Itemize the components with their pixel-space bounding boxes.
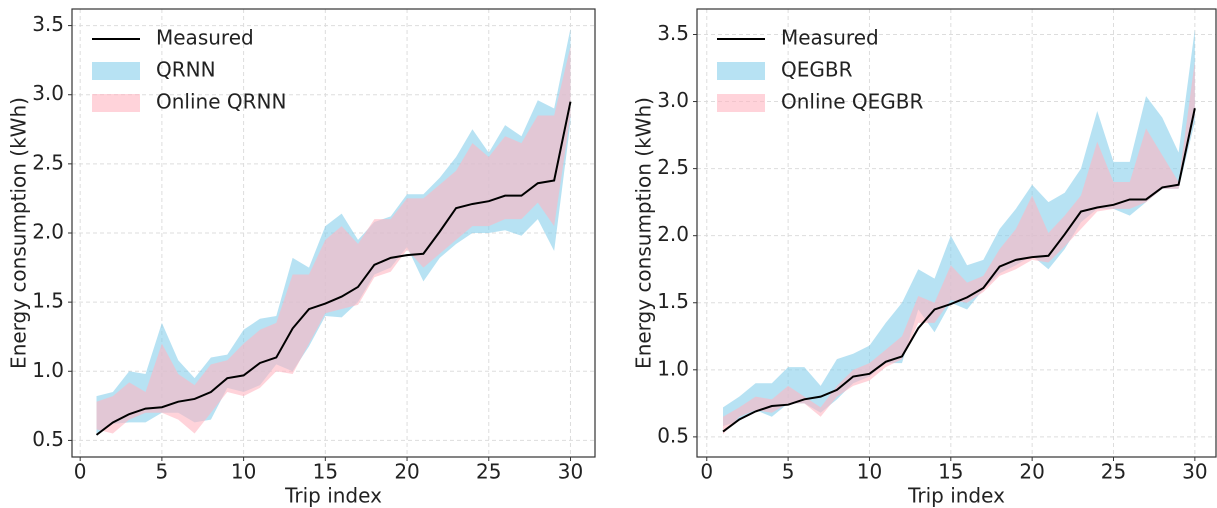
y-tick-label: 0.5: [657, 423, 689, 447]
legend-label: Online QRNN: [156, 90, 286, 114]
y-tick-label: 1.5: [657, 289, 689, 313]
y-tick-label: 3.5: [657, 21, 689, 45]
band: [723, 29, 1195, 427]
x-tick-label: 20: [394, 460, 419, 484]
legend-label: QEGBR: [781, 58, 853, 82]
x-tick-label: 0: [700, 460, 713, 484]
x-tick-label: 25: [476, 460, 501, 484]
x-tick-label: 0: [74, 460, 87, 484]
band: [96, 28, 571, 434]
y-tick-label: 2.0: [32, 220, 64, 244]
x-tick-label: 20: [1019, 460, 1044, 484]
x-tick-label: 5: [156, 460, 169, 484]
y-tick-label: 0.5: [32, 427, 64, 451]
x-tick-label: 25: [1101, 460, 1126, 484]
x-tick-label: 30: [558, 460, 583, 484]
plot-frame: [696, 8, 1217, 458]
x-tick-label: 15: [938, 460, 963, 484]
y-tick-label: 2.5: [32, 150, 64, 174]
x-tick-label: 15: [313, 460, 338, 484]
legend-label: Measured: [156, 26, 254, 50]
legend-swatch: [92, 62, 140, 80]
line: [722, 108, 1196, 433]
y-tick-label: 3.5: [32, 12, 64, 36]
y-tick-label: 2.0: [657, 222, 689, 246]
y-tick-label: 2.5: [657, 155, 689, 179]
y-axis-label: Energy consumption (kWh): [7, 97, 31, 369]
x-axis-label: Trip index: [907, 484, 1005, 508]
x-tick-label: 5: [782, 460, 795, 484]
legend-label: QRNN: [156, 58, 216, 82]
y-tick-label: 3.0: [657, 88, 689, 112]
x-tick-label: 30: [1182, 460, 1207, 484]
y-tick-label: 1.0: [657, 356, 689, 380]
line: [95, 101, 572, 436]
y-tick-label: 1.0: [32, 358, 64, 382]
legend-swatch: [717, 94, 765, 112]
x-tick-label: 10: [857, 460, 882, 484]
legend-swatch: [92, 94, 140, 112]
subplot: 0.5 1.0 1.5 2.0 2.5 3.0 3.5 0 5 10 15 20 25 30 Trip in…: [7, 8, 596, 508]
legend-swatch: [717, 62, 765, 80]
legend-label: Measured: [781, 26, 879, 50]
y-tick-label: 3.0: [32, 81, 64, 105]
plot-frame: [71, 8, 596, 458]
x-axis-label: Trip index: [284, 484, 382, 508]
y-tick-label: 1.5: [32, 289, 64, 313]
x-tick-label: 10: [231, 460, 256, 484]
band: [96, 46, 571, 434]
legend-label: Online QEGBR: [781, 90, 923, 114]
y-axis-label: Energy consumption (kWh): [632, 97, 656, 369]
subplot: 0.5 1.0 1.5 2.0 2.5 3.0 3.5 0 5 10 15 20 25 30 Trip in…: [632, 8, 1217, 508]
